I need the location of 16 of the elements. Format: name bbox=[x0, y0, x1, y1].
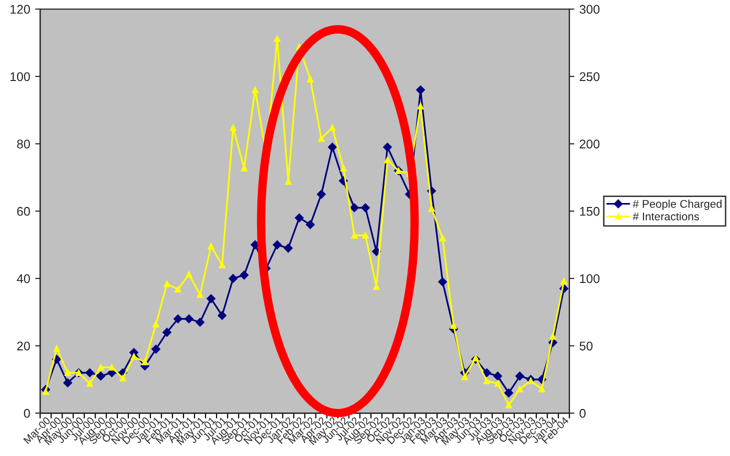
y2-tick-label: 100 bbox=[580, 274, 600, 284]
y2-tick-label: 250 bbox=[580, 72, 600, 82]
y-tick-label: 100 bbox=[10, 72, 30, 82]
y-tick-label: 40 bbox=[16, 274, 30, 284]
legend-label: # People Charged bbox=[632, 200, 722, 210]
legend-label: # Interactions bbox=[632, 212, 699, 220]
y2-tick-label: 0 bbox=[580, 408, 586, 418]
y2-tick-label: 300 bbox=[580, 4, 600, 14]
y-tick-label: 80 bbox=[17, 140, 30, 148]
y2-tick-label: 150 bbox=[580, 206, 600, 216]
y-tick-label: 0 bbox=[24, 408, 30, 418]
y-tick-label: 120 bbox=[10, 4, 30, 14]
y2-tick-label: 200 bbox=[580, 140, 600, 148]
y-tick-label: 20 bbox=[17, 342, 30, 350]
y2-tick-label: 50 bbox=[580, 342, 593, 350]
y-tick-label: 60 bbox=[17, 206, 30, 216]
